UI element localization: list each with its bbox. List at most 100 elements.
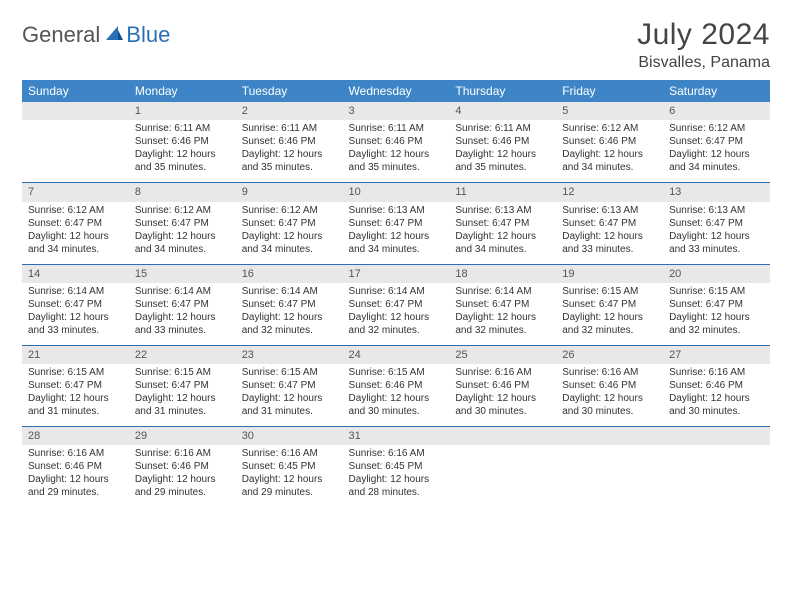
sunrise-text: Sunrise: 6:13 AM — [562, 204, 657, 217]
sunset-text: Sunset: 6:47 PM — [669, 217, 764, 230]
day-number-cell: 9 — [236, 183, 343, 202]
day-detail-row: Sunrise: 6:12 AMSunset: 6:47 PMDaylight:… — [22, 202, 770, 265]
daylight-text: Daylight: 12 hours and 35 minutes. — [349, 148, 444, 174]
weekday-header-row: SundayMondayTuesdayWednesdayThursdayFrid… — [22, 80, 770, 102]
weekday-header: Friday — [556, 80, 663, 102]
sunrise-text: Sunrise: 6:12 AM — [28, 204, 123, 217]
location: Bisvalles, Panama — [637, 54, 770, 72]
sunrise-text: Sunrise: 6:16 AM — [349, 447, 444, 460]
daylight-text: Daylight: 12 hours and 32 minutes. — [242, 311, 337, 337]
daylight-text: Daylight: 12 hours and 33 minutes. — [669, 230, 764, 256]
sunset-text: Sunset: 6:47 PM — [28, 379, 123, 392]
weekday-header: Sunday — [22, 80, 129, 102]
sunset-text: Sunset: 6:47 PM — [455, 217, 550, 230]
day-detail-cell — [22, 120, 129, 183]
day-detail-cell: Sunrise: 6:15 AMSunset: 6:47 PMDaylight:… — [236, 364, 343, 427]
daylight-text: Daylight: 12 hours and 29 minutes. — [28, 473, 123, 499]
sunset-text: Sunset: 6:47 PM — [562, 217, 657, 230]
day-number-cell: 26 — [556, 345, 663, 364]
day-number-cell: 6 — [663, 102, 770, 120]
day-detail-cell: Sunrise: 6:14 AMSunset: 6:47 PMDaylight:… — [236, 283, 343, 346]
day-detail-cell: Sunrise: 6:16 AMSunset: 6:46 PMDaylight:… — [129, 445, 236, 507]
sunrise-text: Sunrise: 6:16 AM — [669, 366, 764, 379]
sunrise-text: Sunrise: 6:14 AM — [455, 285, 550, 298]
sunrise-text: Sunrise: 6:15 AM — [135, 366, 230, 379]
day-detail-cell: Sunrise: 6:14 AMSunset: 6:47 PMDaylight:… — [22, 283, 129, 346]
day-detail-cell: Sunrise: 6:11 AMSunset: 6:46 PMDaylight:… — [343, 120, 450, 183]
daylight-text: Daylight: 12 hours and 34 minutes. — [28, 230, 123, 256]
sunset-text: Sunset: 6:46 PM — [349, 135, 444, 148]
daylight-text: Daylight: 12 hours and 34 minutes. — [349, 230, 444, 256]
sunrise-text: Sunrise: 6:15 AM — [562, 285, 657, 298]
sunrise-text: Sunrise: 6:14 AM — [135, 285, 230, 298]
calendar-table: SundayMondayTuesdayWednesdayThursdayFrid… — [22, 80, 770, 507]
day-number-cell: 30 — [236, 427, 343, 446]
day-detail-cell: Sunrise: 6:16 AMSunset: 6:46 PMDaylight:… — [663, 364, 770, 427]
day-number-cell: 17 — [343, 264, 450, 283]
sunrise-text: Sunrise: 6:11 AM — [135, 122, 230, 135]
day-number-cell: 22 — [129, 345, 236, 364]
day-detail-cell: Sunrise: 6:12 AMSunset: 6:47 PMDaylight:… — [22, 202, 129, 265]
sunset-text: Sunset: 6:47 PM — [242, 298, 337, 311]
day-detail-cell: Sunrise: 6:16 AMSunset: 6:45 PMDaylight:… — [343, 445, 450, 507]
day-number-cell: 4 — [449, 102, 556, 120]
day-number-cell: 28 — [22, 427, 129, 446]
sunrise-text: Sunrise: 6:11 AM — [242, 122, 337, 135]
day-number-cell: 31 — [343, 427, 450, 446]
day-number-row: 14151617181920 — [22, 264, 770, 283]
day-number-cell: 11 — [449, 183, 556, 202]
weekday-header: Wednesday — [343, 80, 450, 102]
sunset-text: Sunset: 6:46 PM — [562, 135, 657, 148]
day-number-cell: 20 — [663, 264, 770, 283]
daylight-text: Daylight: 12 hours and 30 minutes. — [562, 392, 657, 418]
sunrise-text: Sunrise: 6:16 AM — [135, 447, 230, 460]
daylight-text: Daylight: 12 hours and 30 minutes. — [349, 392, 444, 418]
day-detail-cell — [556, 445, 663, 507]
sunrise-text: Sunrise: 6:11 AM — [349, 122, 444, 135]
sunset-text: Sunset: 6:47 PM — [455, 298, 550, 311]
daylight-text: Daylight: 12 hours and 32 minutes. — [455, 311, 550, 337]
logo-text-blue: Blue — [126, 22, 170, 48]
daylight-text: Daylight: 12 hours and 32 minutes. — [669, 311, 764, 337]
sunset-text: Sunset: 6:46 PM — [669, 379, 764, 392]
sunset-text: Sunset: 6:46 PM — [455, 135, 550, 148]
sunrise-text: Sunrise: 6:15 AM — [28, 366, 123, 379]
sunrise-text: Sunrise: 6:15 AM — [242, 366, 337, 379]
day-detail-cell: Sunrise: 6:13 AMSunset: 6:47 PMDaylight:… — [449, 202, 556, 265]
sunrise-text: Sunrise: 6:12 AM — [242, 204, 337, 217]
day-number-cell: 18 — [449, 264, 556, 283]
sunrise-text: Sunrise: 6:16 AM — [242, 447, 337, 460]
daylight-text: Daylight: 12 hours and 34 minutes. — [135, 230, 230, 256]
day-number-cell — [22, 102, 129, 120]
day-detail-cell: Sunrise: 6:14 AMSunset: 6:47 PMDaylight:… — [343, 283, 450, 346]
day-detail-cell: Sunrise: 6:15 AMSunset: 6:46 PMDaylight:… — [343, 364, 450, 427]
day-detail-cell: Sunrise: 6:16 AMSunset: 6:45 PMDaylight:… — [236, 445, 343, 507]
day-number-cell: 13 — [663, 183, 770, 202]
sunset-text: Sunset: 6:46 PM — [135, 460, 230, 473]
sunset-text: Sunset: 6:47 PM — [135, 217, 230, 230]
sunset-text: Sunset: 6:47 PM — [135, 298, 230, 311]
sunset-text: Sunset: 6:45 PM — [242, 460, 337, 473]
day-detail-cell — [449, 445, 556, 507]
month-title: July 2024 — [637, 18, 770, 52]
day-number-cell: 21 — [22, 345, 129, 364]
day-number-cell: 2 — [236, 102, 343, 120]
daylight-text: Daylight: 12 hours and 33 minutes. — [562, 230, 657, 256]
day-number-cell: 15 — [129, 264, 236, 283]
page-header: General Blue July 2024 Bisvalles, Panama — [22, 18, 770, 72]
day-detail-row: Sunrise: 6:14 AMSunset: 6:47 PMDaylight:… — [22, 283, 770, 346]
sunrise-text: Sunrise: 6:14 AM — [242, 285, 337, 298]
sunset-text: Sunset: 6:47 PM — [242, 379, 337, 392]
sunrise-text: Sunrise: 6:11 AM — [455, 122, 550, 135]
daylight-text: Daylight: 12 hours and 32 minutes. — [349, 311, 444, 337]
sunrise-text: Sunrise: 6:13 AM — [669, 204, 764, 217]
day-detail-cell: Sunrise: 6:13 AMSunset: 6:47 PMDaylight:… — [556, 202, 663, 265]
daylight-text: Daylight: 12 hours and 29 minutes. — [242, 473, 337, 499]
daylight-text: Daylight: 12 hours and 31 minutes. — [135, 392, 230, 418]
daylight-text: Daylight: 12 hours and 33 minutes. — [135, 311, 230, 337]
day-number-cell: 1 — [129, 102, 236, 120]
day-number-cell: 27 — [663, 345, 770, 364]
sunset-text: Sunset: 6:47 PM — [242, 217, 337, 230]
sunset-text: Sunset: 6:47 PM — [349, 298, 444, 311]
day-number-cell: 12 — [556, 183, 663, 202]
